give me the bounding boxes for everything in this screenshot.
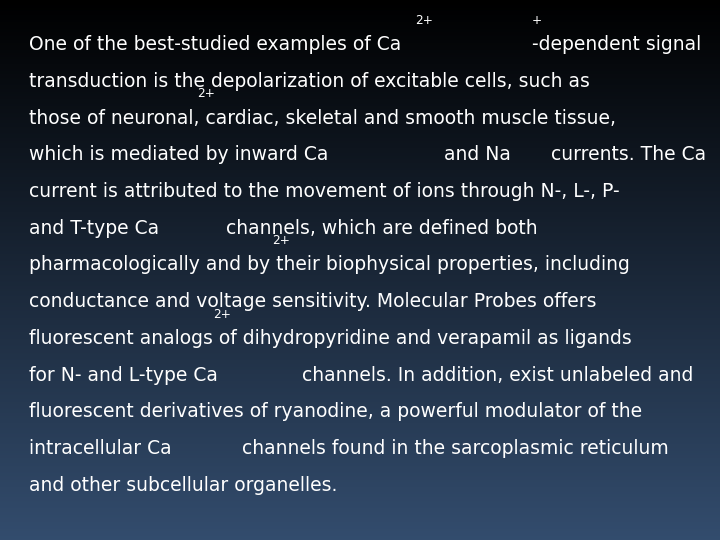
Text: which is mediated by inward Ca: which is mediated by inward Ca bbox=[29, 145, 328, 164]
Text: fluorescent derivatives of ryanodine, a powerful modulator of the: fluorescent derivatives of ryanodine, a … bbox=[29, 402, 642, 421]
Text: and other subcellular organelles.: and other subcellular organelles. bbox=[29, 476, 337, 495]
Text: those of neuronal, cardiac, skeletal and smooth muscle tissue,: those of neuronal, cardiac, skeletal and… bbox=[29, 109, 616, 127]
Text: 2+: 2+ bbox=[272, 234, 290, 247]
Text: transduction is the depolarization of excitable cells, such as: transduction is the depolarization of ex… bbox=[29, 72, 590, 91]
Text: channels found in the sarcoplasmic reticulum: channels found in the sarcoplasmic retic… bbox=[236, 439, 669, 458]
Text: channels. In addition, exist unlabeled and: channels. In addition, exist unlabeled a… bbox=[296, 366, 693, 384]
Text: 2+: 2+ bbox=[197, 87, 215, 100]
Text: and Na: and Na bbox=[438, 145, 511, 164]
Text: current is attributed to the movement of ions through N-, L-, P-: current is attributed to the movement of… bbox=[29, 182, 619, 201]
Text: fluorescent analogs of dihydropyridine and verapamil as ligands: fluorescent analogs of dihydropyridine a… bbox=[29, 329, 631, 348]
Text: pharmacologically and by their biophysical properties, including: pharmacologically and by their biophysic… bbox=[29, 255, 630, 274]
Text: conductance and voltage sensitivity. Molecular Probes offers: conductance and voltage sensitivity. Mol… bbox=[29, 292, 596, 311]
Text: intracellular Ca: intracellular Ca bbox=[29, 439, 171, 458]
Text: for N- and L-type Ca: for N- and L-type Ca bbox=[29, 366, 217, 384]
Text: channels, which are defined both: channels, which are defined both bbox=[220, 219, 537, 238]
Text: and T-type Ca: and T-type Ca bbox=[29, 219, 159, 238]
Text: +: + bbox=[532, 14, 542, 27]
Text: One of the best-studied examples of Ca: One of the best-studied examples of Ca bbox=[29, 35, 401, 54]
Text: 2+: 2+ bbox=[213, 308, 230, 321]
Text: currents. The Ca: currents. The Ca bbox=[545, 145, 706, 164]
Text: 2+: 2+ bbox=[415, 14, 433, 27]
Text: -dependent signal: -dependent signal bbox=[532, 35, 701, 54]
